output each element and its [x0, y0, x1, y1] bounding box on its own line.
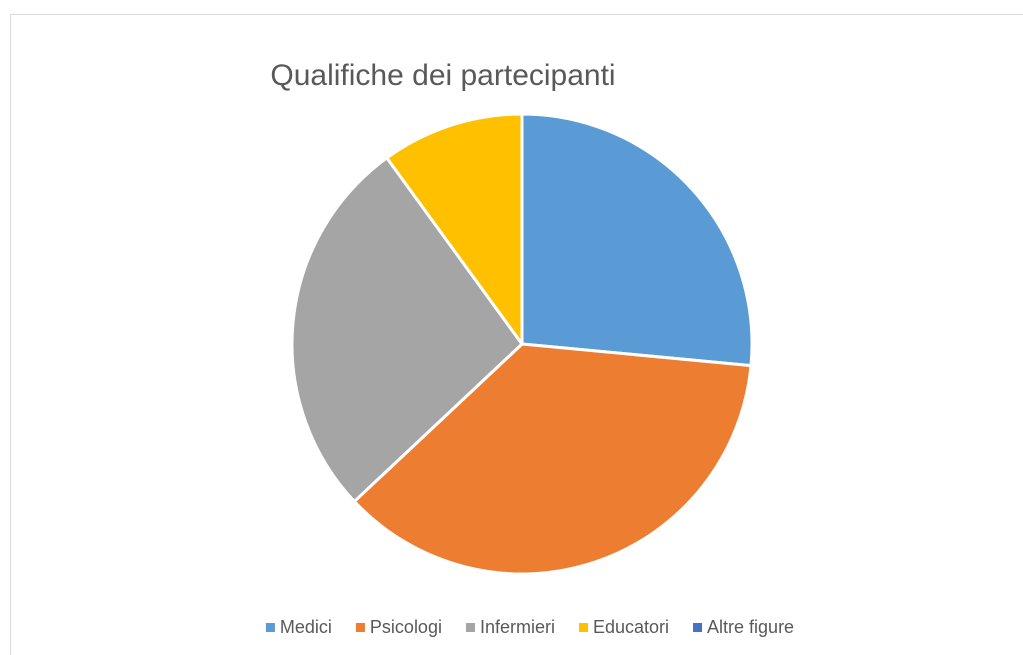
- legend-label: Infermieri: [480, 617, 555, 637]
- legend-marker: [265, 623, 275, 632]
- legend-marker: [465, 623, 475, 632]
- chart-title: Qualifiche dei partecipanti: [270, 59, 615, 92]
- legend-label: Educatori: [593, 617, 669, 637]
- pie-slice: [385, 112, 524, 346]
- legend-marker: [578, 623, 588, 632]
- legend-label: Medici: [280, 617, 332, 637]
- legend-label: Psicologi: [370, 617, 442, 637]
- legend-marker: [693, 623, 703, 632]
- pie-slice: [520, 112, 754, 368]
- legend-label: Altre figure: [707, 617, 794, 637]
- pie-slice: [352, 342, 753, 576]
- legend-marker: [355, 623, 365, 632]
- pie-slice: [290, 156, 524, 503]
